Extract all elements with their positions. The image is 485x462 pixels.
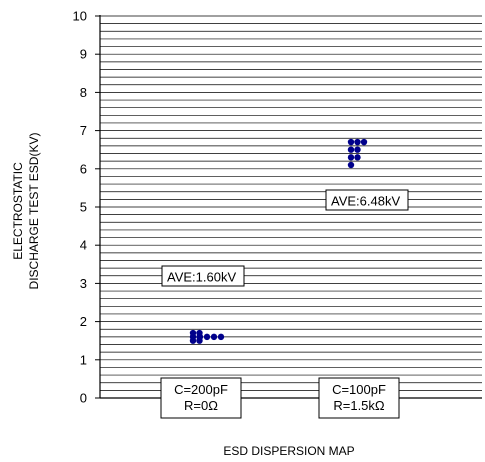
y-axis-title-line-2: DISCHARGE TEST ESD(KV) — [27, 133, 41, 290]
y-tick-label: 10 — [73, 9, 87, 24]
data-point — [360, 138, 368, 146]
x-axis-title: ESD DISPERSION MAP — [223, 444, 354, 458]
grid — [100, 15, 482, 391]
data-point — [347, 161, 355, 169]
category-label-box — [318, 377, 400, 419]
data-point — [347, 154, 355, 161]
y-tick-label: 3 — [80, 276, 87, 291]
annotation-text: AVE:6.48kV — [331, 194, 400, 209]
annotations: AVE:1.60kV AVE:6.48kV — [161, 189, 409, 287]
data-point — [217, 333, 225, 341]
y-tick-label: 0 — [80, 391, 87, 406]
data-point — [347, 146, 355, 153]
data-point — [354, 154, 361, 161]
annotation-box — [325, 189, 409, 211]
data-point — [196, 333, 204, 341]
y-tick-label: 5 — [80, 200, 87, 215]
y-tick-label: 1 — [80, 352, 87, 367]
data-points — [189, 138, 368, 344]
data-point — [203, 333, 211, 341]
annotation-text: AVE:1.60kV — [167, 270, 236, 285]
category-label-line: R=1.5kΩ — [333, 398, 385, 413]
category-label-line: R=0Ω — [184, 398, 218, 413]
y-tick-label: 2 — [80, 314, 87, 329]
y-tick-label: 8 — [80, 85, 87, 100]
y-axis-title-line-1: ELECTROSTATIC — [11, 162, 25, 260]
data-point — [210, 333, 218, 341]
data-point — [354, 146, 361, 153]
y-tick-label: 6 — [80, 161, 87, 176]
y-tick-labels: 0 1 2 3 4 5 6 7 8 9 10 — [73, 9, 87, 406]
data-point — [347, 138, 355, 146]
y-tick-label: 7 — [80, 123, 87, 138]
y-tick-label: 4 — [80, 238, 87, 253]
data-point — [189, 333, 197, 341]
category-label-box — [160, 377, 242, 419]
category-label-line: C=100pF — [332, 382, 386, 397]
category-label-line: C=200pF — [174, 382, 228, 397]
annotation-box — [161, 265, 245, 287]
y-axis — [95, 15, 482, 399]
data-point — [354, 138, 361, 146]
y-tick-label: 9 — [80, 47, 87, 62]
